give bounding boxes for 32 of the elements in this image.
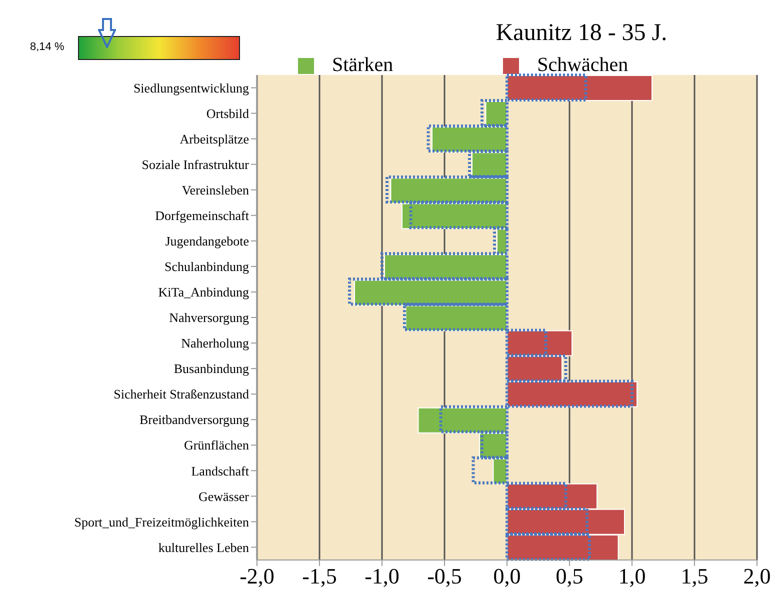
x-tick-label: 1,0 <box>618 564 646 589</box>
y-tick-label: Schulanbindung <box>164 259 250 274</box>
y-tick-label: Jugendangebote <box>165 234 250 249</box>
y-tick-label: Sicherheit Straßenzustand <box>114 386 250 402</box>
y-tick-label: KiTa_Anbindung <box>158 284 250 300</box>
y-tick-label: Vereinsleben <box>182 182 250 198</box>
y-tick-label: Ortsbild <box>206 106 250 121</box>
y-tick-label: Arbeitsplätze <box>180 131 250 146</box>
x-tick-label: -0,5 <box>427 564 462 589</box>
y-tick-label: Landschaft <box>191 463 250 478</box>
text: 8,14 % <box>30 41 64 53</box>
y-tick-label: Breitbandversorgung <box>139 412 250 428</box>
x-tick-label: 1,5 <box>680 564 708 589</box>
y-tick-label: Naherholung <box>181 336 250 351</box>
y-tick-label: kulturelles Leben <box>158 540 250 555</box>
y-tick-label: Busanbindung <box>174 361 250 376</box>
x-tick-label: -1,5 <box>302 564 337 589</box>
y-tick-label: Nahversorgung <box>169 310 250 326</box>
y-tick-label: Gewässer <box>198 488 250 504</box>
y-tick-label: Grünflächen <box>184 438 250 453</box>
y-tick-label: Dorfgemeinschaft <box>155 208 250 224</box>
y-tick-label: Soziale Infrastruktur <box>142 156 250 172</box>
legend-label: Schwächen <box>537 54 628 77</box>
y-tick-label: Siedlungsentwicklung <box>133 80 250 96</box>
x-tick-label: 2,0 <box>743 564 771 589</box>
y-tick-label: Sport_und_Freizeitmöglichkeiten <box>74 514 250 530</box>
legend-label: Stärken <box>332 54 394 77</box>
x-tick-label: 0,0 <box>493 564 521 589</box>
x-tick-label: 0,5 <box>556 564 584 589</box>
chart-title: Kaunitz 18 - 35 J. <box>494 20 668 47</box>
x-tick-label: -1,0 <box>364 564 400 589</box>
x-tick-label: -2,0 <box>240 564 274 589</box>
